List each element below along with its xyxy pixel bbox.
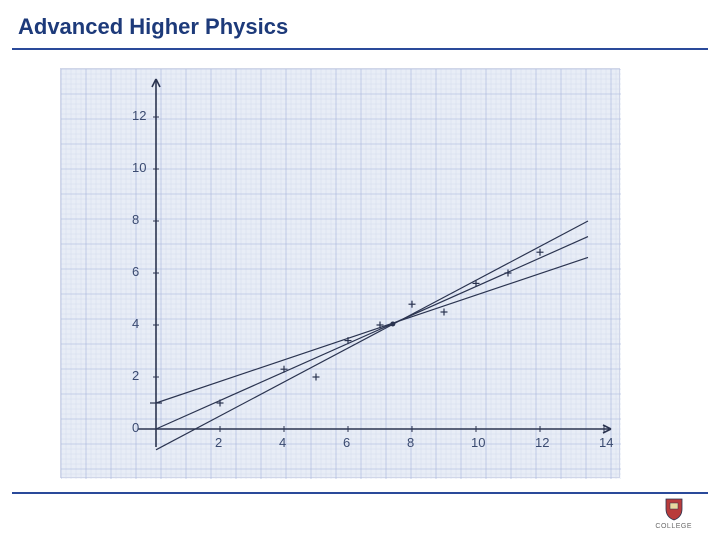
y-tick-label: 0 xyxy=(132,420,139,435)
data-point xyxy=(313,374,320,381)
y-tick-label: 10 xyxy=(132,160,146,175)
graph-paper: 2 4 6 8 10 12 14 0 2 4 6 8 10 12 xyxy=(60,68,620,478)
x-tick-label: 8 xyxy=(407,435,414,450)
plot-layer xyxy=(61,69,621,479)
x-tick-label: 14 xyxy=(599,435,613,450)
data-point xyxy=(281,366,288,373)
y-tick-label: 6 xyxy=(132,264,139,279)
centroid-dot xyxy=(390,321,395,326)
data-point xyxy=(217,400,224,407)
y-tick-label: 8 xyxy=(132,212,139,227)
x-tick-label: 12 xyxy=(535,435,549,450)
trend-line-shallow xyxy=(156,257,588,403)
x-tick-label: 4 xyxy=(279,435,286,450)
x-tick-label: 10 xyxy=(471,435,485,450)
data-point xyxy=(409,301,416,308)
page-title: Advanced Higher Physics xyxy=(18,14,702,40)
trend-line-steep xyxy=(156,221,588,450)
y-tick-label: 2 xyxy=(132,368,139,383)
y-tick-label: 4 xyxy=(132,316,139,331)
logo-text: COLLEGE xyxy=(655,523,692,530)
x-tick-label: 6 xyxy=(343,435,350,450)
data-point xyxy=(441,309,448,316)
y-tick-label: 12 xyxy=(132,108,146,123)
footer-rule xyxy=(12,492,708,494)
chart-container: 2 4 6 8 10 12 14 0 2 4 6 8 10 12 xyxy=(0,50,720,486)
x-tick-label: 2 xyxy=(215,435,222,450)
header: Advanced Higher Physics xyxy=(0,0,720,46)
data-point xyxy=(377,322,384,329)
crest-icon xyxy=(663,497,685,521)
college-logo: COLLEGE xyxy=(655,497,692,530)
data-point xyxy=(537,249,544,256)
trend-line-bestfit xyxy=(156,237,588,429)
